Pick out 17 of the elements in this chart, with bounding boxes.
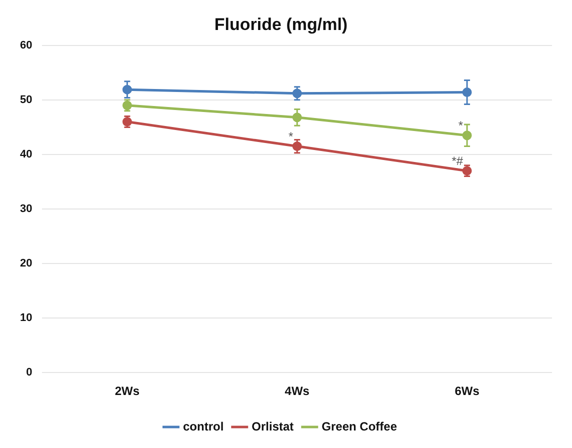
y-tick-label: 20 bbox=[20, 258, 32, 270]
annotation: *# bbox=[452, 154, 464, 168]
legend-label: Green Coffee bbox=[322, 419, 398, 434]
x-tick-label: 6Ws bbox=[454, 384, 480, 398]
annotation: * bbox=[458, 118, 464, 133]
y-tick-label: 10 bbox=[20, 312, 32, 324]
legend-label: Orlistat bbox=[252, 419, 294, 434]
annotation: * bbox=[288, 130, 294, 144]
chart-title: Fluoride (mg/ml) bbox=[214, 14, 348, 34]
y-tick-label: 40 bbox=[20, 148, 32, 160]
y-tick-label: 60 bbox=[20, 39, 32, 52]
x-tick-label: 4Ws bbox=[284, 384, 310, 398]
y-tick-label: 50 bbox=[20, 94, 32, 106]
y-tick-label: 30 bbox=[20, 203, 32, 216]
x-tick-label: 2Ws bbox=[114, 384, 140, 398]
y-tick-label: 0 bbox=[26, 366, 32, 379]
legend-label: control bbox=[182, 419, 224, 434]
